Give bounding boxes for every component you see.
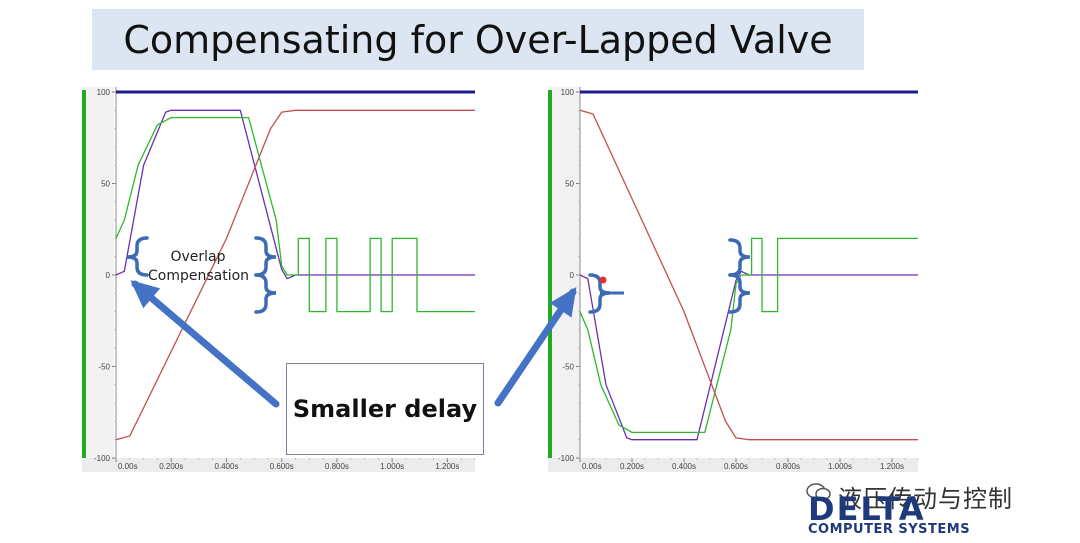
right-chart-brace-lower2: [728, 273, 751, 314]
x-tick-label: 0.00s: [582, 462, 602, 471]
x-axis-strip: [548, 458, 918, 472]
y-tick-label: 100: [97, 88, 111, 97]
wechat-icon: [806, 483, 831, 501]
x-tick-label: 0.800s: [325, 462, 349, 471]
y-tick-label: 100: [561, 88, 575, 97]
arrow-left-head: [130, 280, 161, 309]
x-tick-label: 1.000s: [380, 462, 404, 471]
slide-title: Compensating for Over-Lapped Valve: [123, 17, 833, 62]
x-tick-label: 0.600s: [724, 462, 748, 471]
y-tick-label: -100: [558, 454, 575, 463]
cursor-dot: [599, 276, 607, 284]
x-tick-label: 0.600s: [270, 462, 294, 471]
y-tick-label: -50: [562, 363, 574, 372]
series-line-3: [579, 109, 918, 441]
annotation-line1: Overlap: [170, 249, 226, 265]
annotation-line2: Compensation: [148, 268, 250, 284]
x-tick-label: 0.400s: [672, 462, 696, 471]
y-axis-gutter: [82, 87, 114, 472]
x-tick-label: 0.400s: [214, 462, 238, 471]
x-tick-label: 1.200s: [880, 462, 904, 471]
y-tick-label: -100: [94, 454, 111, 463]
title-band: Compensating for Over-Lapped Valve: [92, 9, 864, 70]
overlap-compensation-label: Overlap Compensation: [148, 248, 250, 286]
series-line-2: [115, 116, 475, 313]
right-chart-brace-upper: [728, 238, 751, 277]
y-tick-label: 50: [101, 180, 110, 189]
callout-box: Smaller delay: [286, 363, 484, 455]
series-line-1: [579, 270, 918, 441]
y-tick-label: 0: [106, 271, 111, 280]
arrow-left: [131, 280, 280, 408]
logo-subtitle: COMPUTER SYSTEMS: [808, 522, 971, 537]
x-tick-label: 0.00s: [118, 462, 138, 471]
y-axis-gutter: [548, 87, 580, 472]
x-axis-strip: [82, 458, 475, 472]
x-tick-label: 0.200s: [159, 462, 183, 471]
x-tick-label: 1.000s: [828, 462, 852, 471]
chart-right: 100 50 0 -50 -100 0.00s 0.200s 0.400s 0.600s 0.80…: [548, 87, 919, 472]
right-brace-lower: [254, 273, 277, 314]
x-tick-label: 0.200s: [620, 462, 644, 471]
arrow-right-head: [549, 287, 577, 318]
arrow-right: [494, 288, 577, 407]
x-tick-label: 0.800s: [776, 462, 800, 471]
callout-text: Smaller delay: [292, 395, 478, 423]
y-tick-label: 0: [570, 271, 575, 280]
overlays: [126, 236, 751, 408]
watermark-text: 液压传动与控制: [838, 485, 1013, 513]
series-line-2: [579, 237, 918, 434]
logo-delta: DELTA: [808, 490, 926, 528]
chart-left: 100 50 0 -50 -100 0.00s 0.200s 0.400s 0.600s 0.80…: [82, 87, 476, 472]
x-tick-label: 1.200s: [435, 462, 459, 471]
series-line-3: [115, 109, 475, 441]
left-brace-upper: [126, 236, 149, 277]
right-brace-upper: [254, 236, 277, 277]
y-tick-label: 50: [565, 180, 574, 189]
y-tick-label: -50: [98, 363, 110, 372]
